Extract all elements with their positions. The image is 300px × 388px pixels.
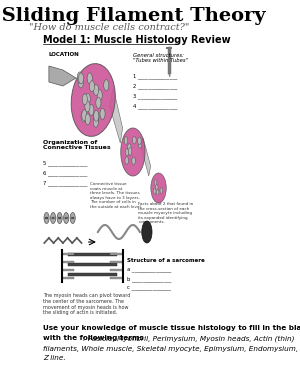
Circle shape	[94, 85, 99, 95]
Text: 6 _______________: 6 _______________	[43, 170, 88, 176]
Circle shape	[47, 217, 48, 219]
Circle shape	[77, 72, 83, 83]
Circle shape	[85, 101, 90, 112]
Circle shape	[73, 217, 74, 219]
Bar	[68, 253, 117, 256]
Text: a _______________: a _______________	[127, 267, 172, 272]
Circle shape	[52, 217, 54, 219]
Text: Model 1: Muscle Histology Review: Model 1: Muscle Histology Review	[43, 35, 231, 45]
Text: 1 _______________: 1 _______________	[133, 73, 177, 79]
Circle shape	[82, 94, 87, 105]
Bar	[110, 269, 123, 271]
Circle shape	[132, 157, 135, 165]
Text: The Sliding Filament Theory: The Sliding Filament Theory	[0, 7, 266, 25]
Text: with the following terms: with the following terms	[43, 335, 144, 341]
Text: 7 _______________: 7 _______________	[43, 180, 88, 186]
Bar	[68, 273, 117, 276]
Circle shape	[72, 217, 73, 219]
Circle shape	[89, 81, 94, 92]
Circle shape	[94, 112, 99, 123]
Circle shape	[65, 217, 66, 219]
Bar	[62, 277, 74, 279]
Circle shape	[67, 217, 68, 219]
Circle shape	[66, 217, 67, 219]
Ellipse shape	[71, 64, 115, 137]
Bar	[110, 253, 123, 255]
Text: c _______________: c _______________	[127, 286, 171, 291]
Circle shape	[85, 114, 90, 125]
Text: 3 _______________: 3 _______________	[133, 93, 177, 99]
Circle shape	[87, 73, 92, 84]
Circle shape	[57, 213, 62, 223]
Circle shape	[153, 188, 156, 194]
Circle shape	[93, 116, 98, 127]
Text: filaments, Whole muscle, Skeletal myocyte, Epimysium, Endomysium, Myosin (thick : filaments, Whole muscle, Skeletal myocyt…	[43, 345, 300, 352]
Text: Z line.: Z line.	[43, 355, 66, 361]
Circle shape	[133, 137, 136, 144]
Polygon shape	[141, 138, 151, 176]
Circle shape	[53, 217, 55, 219]
Text: Connective tissue
coats muscle at
three levels. The tissues
always have to 3 lay: Connective tissue coats muscle at three …	[90, 182, 142, 209]
Text: General structures:
"Tubes within Tubes": General structures: "Tubes within Tubes"	[133, 53, 188, 63]
Circle shape	[81, 111, 86, 122]
Circle shape	[138, 137, 141, 145]
Circle shape	[128, 148, 132, 155]
Text: Use your knowledge of muscle tissue histology to fill in the blanks numbered 1-1: Use your knowledge of muscle tissue hist…	[43, 325, 300, 331]
Circle shape	[89, 104, 94, 116]
Polygon shape	[110, 88, 123, 143]
Circle shape	[82, 110, 87, 121]
Circle shape	[50, 213, 56, 223]
Bar	[110, 277, 123, 279]
Circle shape	[70, 213, 75, 223]
Circle shape	[52, 217, 53, 219]
Circle shape	[155, 184, 158, 190]
Circle shape	[124, 137, 128, 144]
Circle shape	[78, 77, 83, 88]
Circle shape	[100, 108, 105, 119]
Circle shape	[64, 213, 69, 223]
Circle shape	[85, 93, 90, 104]
Circle shape	[156, 189, 159, 195]
Text: 2 _______________: 2 _______________	[133, 83, 177, 89]
Text: : Fasicle, Myofibril, Perimysium, Myosin heads, Actin (thin): : Fasicle, Myofibril, Perimysium, Myosin…	[83, 335, 295, 341]
Bar	[62, 253, 74, 255]
Text: 4 _______________: 4 _______________	[133, 103, 177, 109]
Text: Facts about 2 that found in
the cross-section of each
muscle myocyte including
i: Facts about 2 that found in the cross-se…	[139, 202, 194, 224]
Text: Organization of
Connective Tissues: Organization of Connective Tissues	[43, 140, 111, 151]
Text: "How do muscle cells contract?": "How do muscle cells contract?"	[29, 24, 190, 33]
Circle shape	[96, 97, 101, 108]
Circle shape	[71, 217, 72, 219]
Bar	[62, 269, 74, 271]
Circle shape	[138, 140, 142, 148]
Circle shape	[97, 90, 102, 101]
Polygon shape	[49, 66, 76, 86]
Circle shape	[79, 73, 84, 84]
Circle shape	[128, 144, 131, 151]
Circle shape	[125, 148, 129, 156]
Circle shape	[125, 157, 128, 164]
Circle shape	[60, 217, 61, 219]
Bar	[68, 263, 117, 266]
Circle shape	[46, 217, 47, 219]
Text: The myosin heads can pivot toward
the center of the sarcomere. The
movement of m: The myosin heads can pivot toward the ce…	[43, 293, 131, 315]
Circle shape	[154, 180, 157, 185]
Text: LOCATION: LOCATION	[49, 52, 79, 57]
Bar	[62, 261, 74, 263]
Circle shape	[59, 217, 60, 219]
Circle shape	[94, 110, 99, 121]
Ellipse shape	[151, 173, 166, 203]
Circle shape	[45, 217, 46, 219]
Circle shape	[160, 188, 163, 193]
Circle shape	[142, 221, 152, 243]
Bar	[110, 261, 123, 263]
Circle shape	[104, 80, 109, 91]
Text: Structure of a sarcomere: Structure of a sarcomere	[127, 258, 205, 263]
Ellipse shape	[121, 128, 145, 176]
Circle shape	[44, 213, 49, 223]
Text: b _______________: b _______________	[127, 276, 172, 282]
Circle shape	[58, 217, 59, 219]
Text: 5 _______________: 5 _______________	[43, 160, 88, 166]
